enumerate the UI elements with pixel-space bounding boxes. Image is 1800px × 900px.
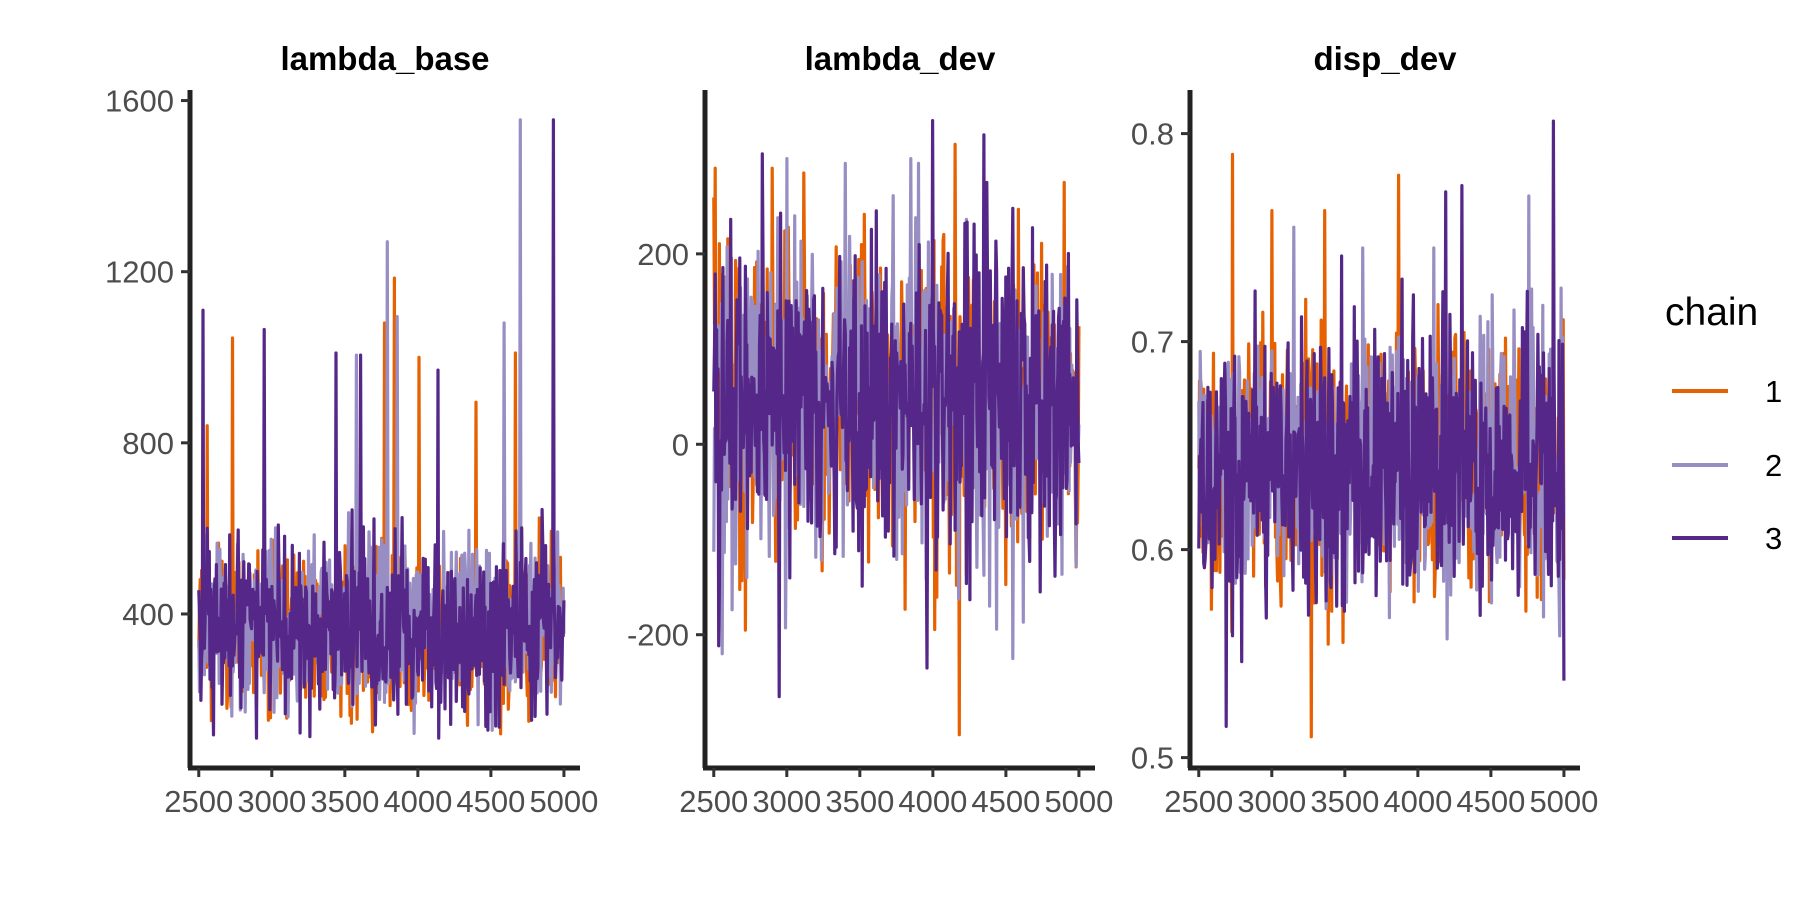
y-tick-label: 800	[122, 426, 174, 461]
x-tick-label: 3000	[237, 784, 306, 819]
y-tick-label: -200	[627, 618, 689, 653]
x-tick-label: 4500	[971, 784, 1040, 819]
y-tick-label: 0.5	[1131, 741, 1174, 776]
series-3-trace	[1197, 119, 1566, 729]
y-tick-label: 0.6	[1131, 533, 1174, 568]
panel-lambda_dev: lambda_dev -200 0 200 2500 3000 3500 4000 4500 50…	[627, 40, 1113, 819]
legend-title: chain	[1665, 291, 1758, 334]
panel-title: lambda_base	[280, 40, 489, 77]
x-tick-label: 4000	[898, 784, 967, 819]
x-tick-label: 3000	[752, 784, 821, 819]
x-tick-label: 5000	[1044, 784, 1113, 819]
panel-title: disp_dev	[1313, 40, 1457, 77]
series-3-trace	[197, 118, 566, 740]
plot-area	[712, 118, 1081, 737]
x-tick-label: 4500	[456, 784, 525, 819]
x-tick-label: 2500	[164, 784, 233, 819]
x-tick-label: 3500	[310, 784, 379, 819]
y-tick-label: 0.8	[1131, 117, 1174, 152]
panel-title: lambda_dev	[805, 40, 996, 77]
legend-entry-3: 3	[1672, 521, 1782, 556]
x-tick-label: 4500	[1456, 784, 1525, 819]
x-tick-label: 4000	[383, 784, 452, 819]
legend-label-1: 1	[1765, 374, 1782, 409]
panel-lambda_base: lambda_base 400 800 1200 1600 2500 3000 3500 400…	[105, 40, 598, 819]
legend: chain 1 2 3	[1665, 291, 1782, 556]
x-tick-label: 2500	[1164, 784, 1233, 819]
legend-entry-2: 2	[1672, 448, 1782, 483]
plot-area	[197, 118, 566, 740]
panel-disp_dev: disp_dev 0.5 0.6 0.7 0.8 2500 3000 3500 4000 4500…	[1131, 40, 1599, 819]
y-tick-label: 1200	[105, 255, 174, 290]
x-tick-label: 3000	[1237, 784, 1306, 819]
legend-label-3: 3	[1765, 521, 1782, 556]
y-tick-label: 400	[122, 597, 174, 632]
x-tick-label: 5000	[1529, 784, 1598, 819]
x-tick-label: 2500	[679, 784, 748, 819]
y-tick-label: 0.7	[1131, 325, 1174, 360]
plot-area	[1197, 119, 1566, 739]
legend-label-2: 2	[1765, 448, 1782, 483]
legend-entry-1: 1	[1672, 374, 1782, 409]
x-tick-label: 3500	[1310, 784, 1379, 819]
x-tick-label: 4000	[1383, 784, 1452, 819]
y-tick-label: 1600	[105, 84, 174, 119]
series-3-trace	[712, 118, 1081, 699]
y-tick-label: 200	[637, 237, 689, 272]
x-tick-label: 3500	[825, 784, 894, 819]
x-tick-label: 5000	[529, 784, 598, 819]
y-tick-label: 0	[672, 427, 689, 462]
